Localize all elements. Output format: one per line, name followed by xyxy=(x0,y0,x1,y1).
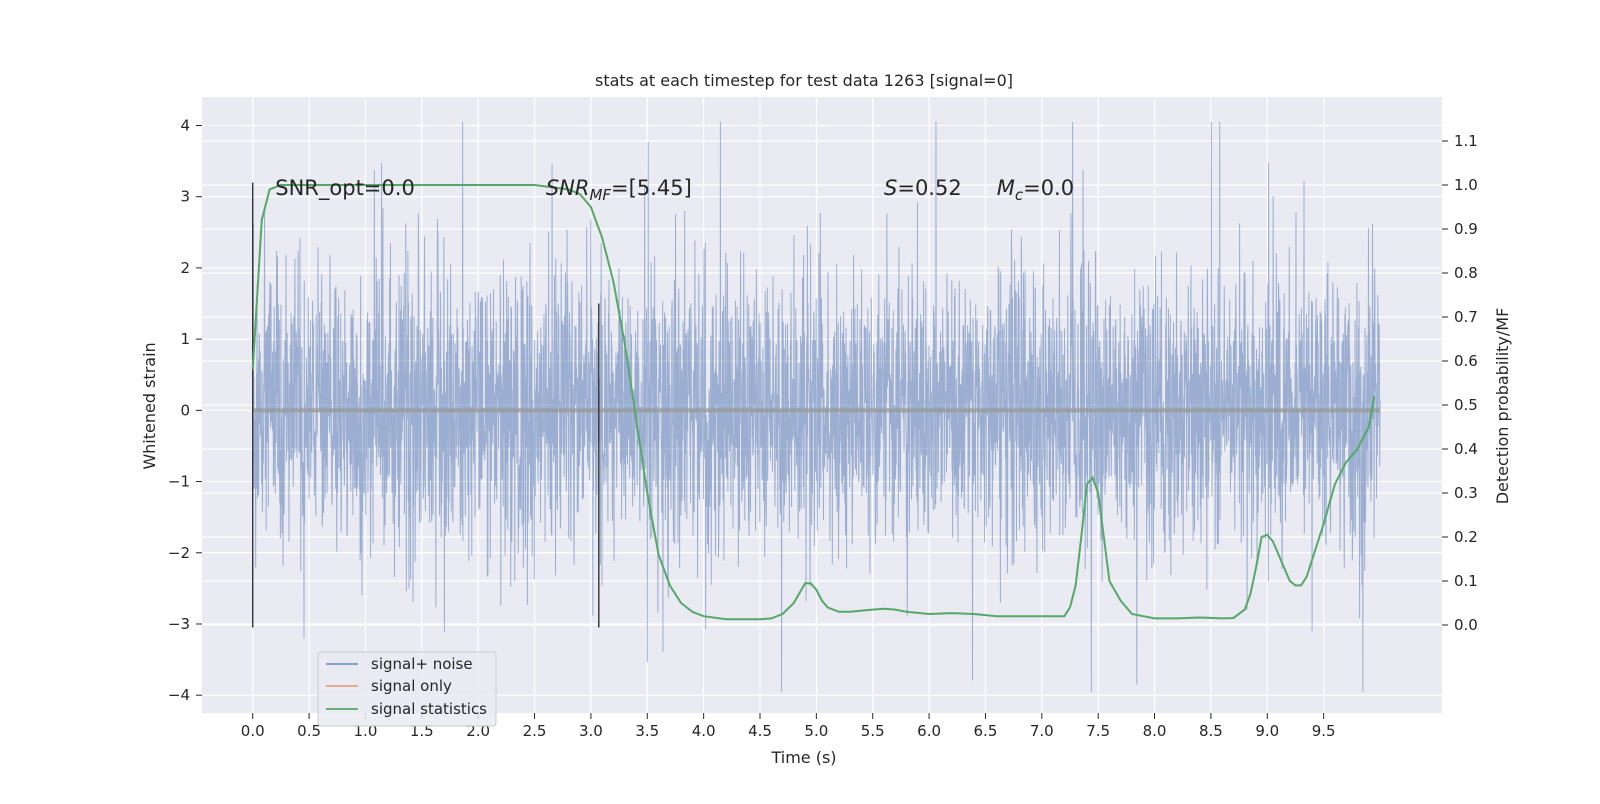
annotation-part: SNR xyxy=(546,176,590,200)
right-tick-label: 0.6 xyxy=(1454,352,1478,370)
left-tick-label: −4 xyxy=(168,686,190,704)
annotation-part: c xyxy=(1015,186,1024,204)
left-tick-label: 4 xyxy=(180,116,190,134)
left-tick-label: −3 xyxy=(168,615,190,633)
x-tick-label: 4.5 xyxy=(748,722,772,740)
legend-box xyxy=(317,651,497,727)
right-tick-label: 0.7 xyxy=(1454,308,1478,326)
signal-statistics-line xyxy=(251,184,1376,621)
right-tick-label: 0.1 xyxy=(1454,572,1478,590)
x-tick-label: 8.5 xyxy=(1199,722,1223,740)
right-tick-label: 0.8 xyxy=(1454,264,1478,282)
annotation-part: M xyxy=(997,176,1015,200)
legend-label-signal-statistics: signal statistics xyxy=(371,700,487,718)
x-tick-label: 0.0 xyxy=(241,722,265,740)
x-tick-label: 5.5 xyxy=(861,722,885,740)
signal-statistics-series xyxy=(251,184,1376,621)
annotations: SNR_opt=0.0 SNRMF=[5.45] S=0.52 Mc=0.0 xyxy=(275,176,1074,204)
left-tick-label: −2 xyxy=(168,544,190,562)
right-y-axis-label: Detection probability/MF xyxy=(1493,308,1512,505)
x-tick-label: 8.0 xyxy=(1143,722,1167,740)
annotation-part: MF xyxy=(589,186,611,204)
right-tick-label: 1.1 xyxy=(1454,132,1478,150)
x-tick-label: 9.5 xyxy=(1312,722,1336,740)
left-tick-label: 1 xyxy=(180,330,190,348)
signal-noise-line xyxy=(252,121,1381,692)
right-y-axis-ticks: 0.0 0.1 0.2 0.3 0.4 0.5 0.6 0.7 0.8 0.9 1.0 1.1 xyxy=(1442,132,1478,634)
annotation-part: =0.52 xyxy=(897,176,961,200)
annotation-text-2: S=0.52 xyxy=(884,176,962,200)
legend-label-signal-noise: signal+ noise xyxy=(371,655,473,673)
x-axis-label: Time (s) xyxy=(770,748,836,767)
annotation-part: =0.0 xyxy=(1023,176,1074,200)
right-tick-label: 1.0 xyxy=(1454,176,1478,194)
left-tick-label: 3 xyxy=(180,188,190,206)
right-tick-label: 0.2 xyxy=(1454,528,1478,546)
left-tick-label: −1 xyxy=(168,473,190,491)
x-tick-label: 5.0 xyxy=(804,722,828,740)
x-tick-label: 3.5 xyxy=(635,722,659,740)
chart-title: stats at each timestep for test data 126… xyxy=(595,71,1013,90)
x-axis-ticks: 0.0 0.5 1.0 1.5 2.0 2.5 3.0 3.5 4.0 4.5 5.0 5.5 6.0 6… xyxy=(241,713,1336,740)
x-tick-label: 4.0 xyxy=(692,722,716,740)
annotation-text-3: Mc=0.0 xyxy=(997,176,1074,204)
right-tick-label: 0.0 xyxy=(1454,616,1478,634)
left-tick-label: 2 xyxy=(180,259,190,277)
annotation-part: =[5.45] xyxy=(611,176,692,200)
left-y-axis-ticks: −4 −3 −2 −1 0 1 2 3 4 xyxy=(168,116,202,704)
annotation-text-0: SNR_opt=0.0 xyxy=(275,176,415,201)
x-tick-label: 6.5 xyxy=(974,722,998,740)
x-tick-label: 7.0 xyxy=(1030,722,1054,740)
x-tick-label: 2.5 xyxy=(523,722,547,740)
annotation-text-1: SNRMF=[5.45] xyxy=(546,176,692,204)
legend: signal+ noise signal only signal statist… xyxy=(317,651,497,727)
annotation-part: S xyxy=(884,176,897,200)
signal-noise-series xyxy=(252,121,1381,692)
right-tick-label: 0.9 xyxy=(1454,220,1478,238)
x-tick-label: 3.0 xyxy=(579,722,603,740)
x-tick-label: 0.5 xyxy=(297,722,321,740)
right-tick-label: 0.5 xyxy=(1454,396,1478,414)
x-tick-label: 6.0 xyxy=(917,722,941,740)
vertical-markers xyxy=(252,182,600,628)
x-tick-label: 7.5 xyxy=(1086,722,1110,740)
right-tick-label: 0.4 xyxy=(1454,440,1478,458)
right-tick-label: 0.3 xyxy=(1454,484,1478,502)
left-tick-label: 0 xyxy=(180,401,190,419)
left-y-axis-label: Whitened strain xyxy=(140,342,159,469)
legend-label-signal-only: signal only xyxy=(371,677,452,695)
x-tick-label: 9.0 xyxy=(1255,722,1279,740)
